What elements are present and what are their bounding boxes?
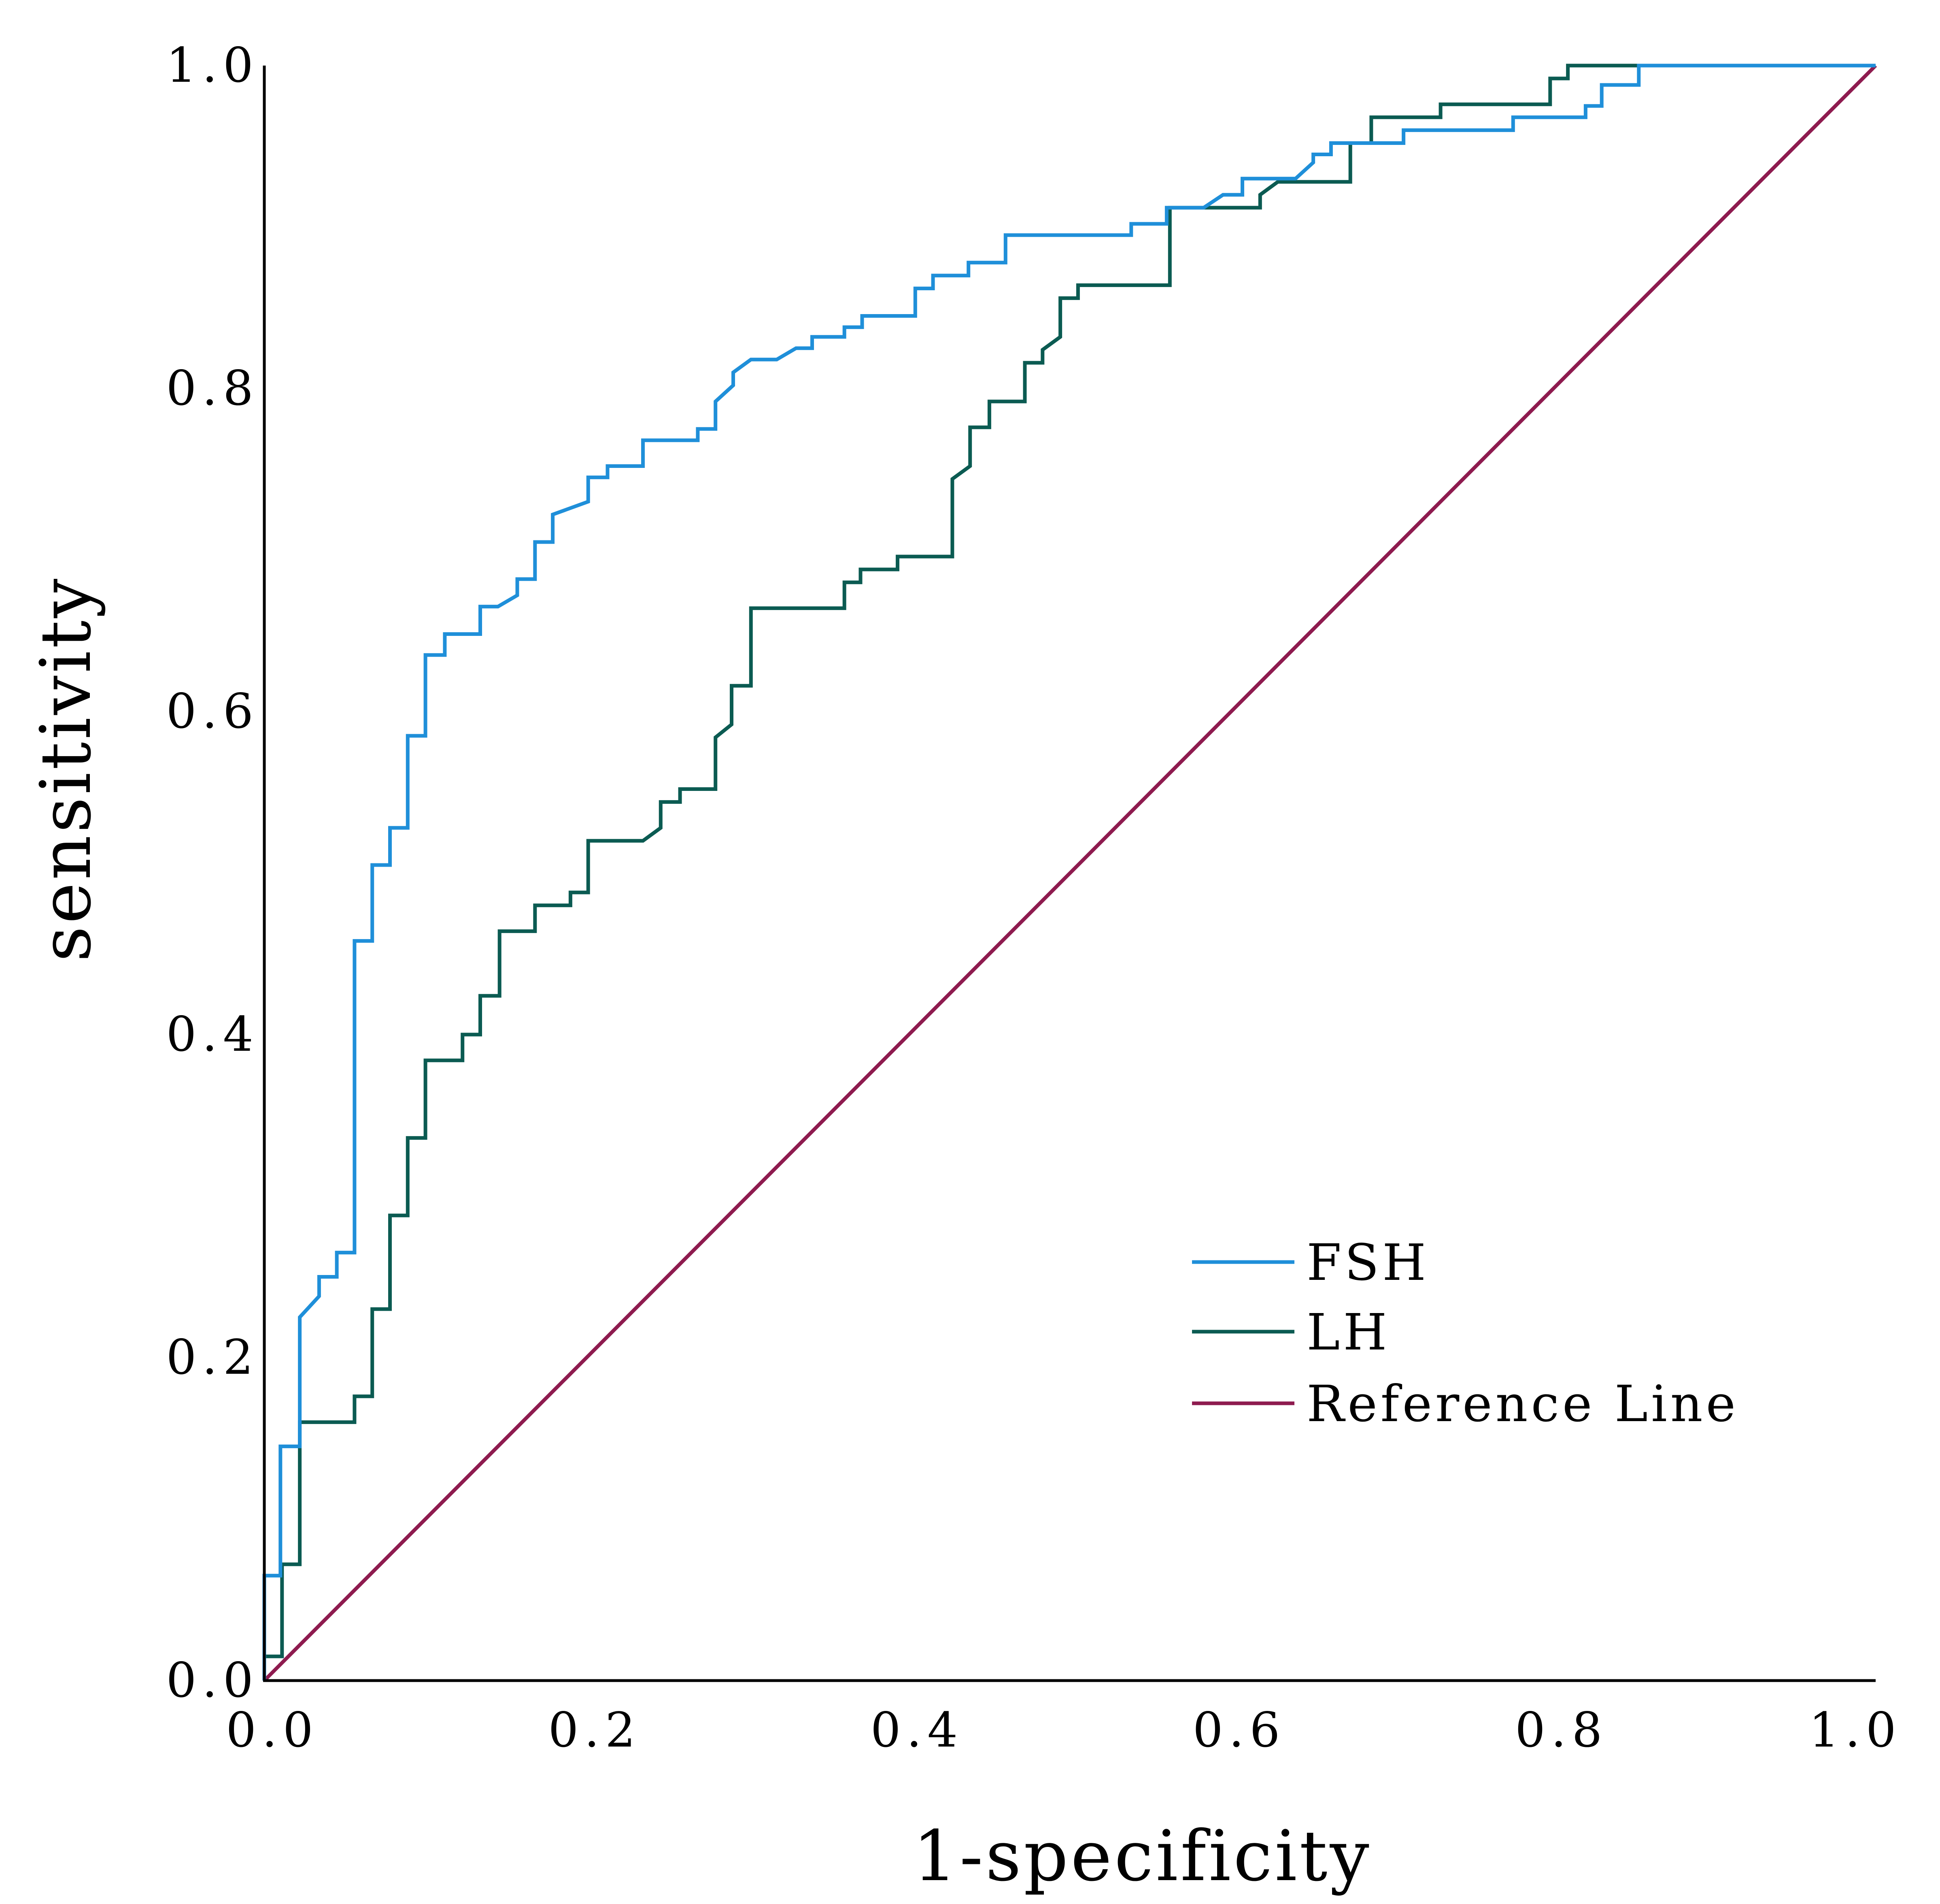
y-tick-label: 0.6 <box>166 683 259 739</box>
x-tick-label: 0.8 <box>1515 1702 1608 1758</box>
y-tick-label: 0.4 <box>166 1006 259 1062</box>
series-line-reference-line <box>263 64 1877 1682</box>
legend-label-reference-line: Reference Line <box>1307 1375 1739 1433</box>
series-line-fsh <box>262 64 1876 1681</box>
plot-series-group <box>262 64 1877 1682</box>
y-tick-label: 1.0 <box>166 37 259 93</box>
legend-label-fsh: FSH <box>1307 1234 1429 1292</box>
x-tick-label: 0.0 <box>226 1702 319 1758</box>
y-tick-label: 0.2 <box>166 1329 259 1385</box>
x-tick-labels: 0.0 0.2 0.4 0.6 0.8 1.0 <box>226 1702 1902 1758</box>
x-tick-label: 1.0 <box>1809 1702 1902 1758</box>
series-line-lh <box>262 64 1876 1681</box>
y-tick-label: 0.8 <box>166 360 259 416</box>
y-tick-labels: 0.0 0.2 0.4 0.6 0.8 1.0 <box>166 37 259 1708</box>
x-tick-label: 0.6 <box>1193 1702 1286 1758</box>
legend: FSH LH Reference Line <box>1192 1234 1739 1433</box>
y-tick-label: 0.0 <box>166 1652 259 1708</box>
x-tick-label: 0.2 <box>548 1702 641 1758</box>
x-axis-title: 1-specificity <box>913 1815 1371 1897</box>
y-axis-title: sensitivity <box>25 576 106 962</box>
x-tick-label: 0.4 <box>871 1702 964 1758</box>
legend-label-lh: LH <box>1307 1303 1390 1362</box>
